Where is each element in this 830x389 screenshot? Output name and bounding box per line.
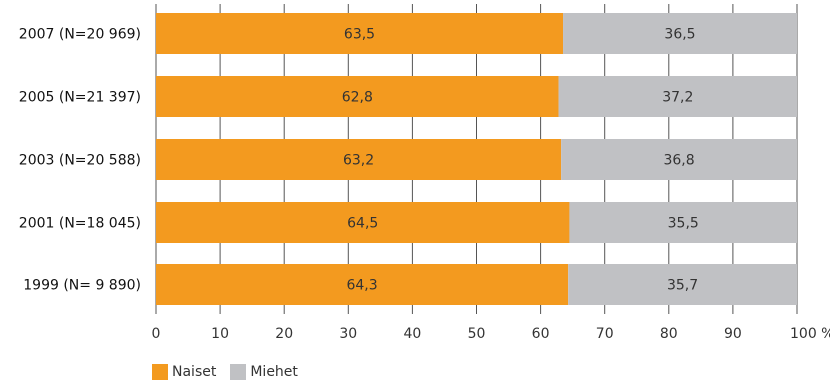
- bar-segment-miehet: [563, 13, 797, 54]
- data-label-naiset: 62,8: [342, 90, 373, 106]
- bar-segment-miehet: [561, 139, 797, 180]
- legend-item-miehet: Miehet: [230, 364, 298, 380]
- bar-segment-naiset: [156, 139, 562, 180]
- x-tick-label: 90: [724, 326, 742, 342]
- bar-segment-naiset: [156, 76, 559, 117]
- data-label-miehet: 37,2: [662, 90, 693, 106]
- x-tick-label: 10: [211, 326, 229, 342]
- x-tick-label: 50: [468, 326, 486, 342]
- category-label: 2007 (N=20 969): [19, 27, 141, 43]
- data-label-miehet: 35,7: [667, 278, 698, 294]
- data-label-naiset: 64,5: [347, 216, 378, 232]
- x-tick-label: 0: [152, 326, 161, 342]
- bar-segment-naiset: [156, 264, 569, 305]
- category-label: 2001 (N=18 045): [19, 216, 141, 232]
- x-tick-label: 30: [339, 326, 357, 342]
- bar-segment-miehet: [569, 202, 797, 243]
- category-label: 1999 (N= 9 890): [23, 278, 141, 294]
- data-label-miehet: 35,5: [668, 216, 699, 232]
- data-label-naiset: 64,3: [346, 278, 377, 294]
- bar-segment-naiset: [156, 13, 564, 54]
- legend-label-miehet: Miehet: [250, 364, 298, 380]
- legend-label-naiset: Naiset: [172, 364, 217, 380]
- legend-item-naiset: Naiset: [152, 364, 216, 380]
- data-label-naiset: 63,2: [343, 153, 374, 169]
- category-label: 2003 (N=20 588): [19, 153, 141, 169]
- category-label: 2005 (N=21 397): [19, 90, 141, 106]
- data-label-miehet: 36,5: [664, 27, 695, 43]
- x-tick-label: 20: [275, 326, 293, 342]
- bar-segment-miehet: [558, 76, 797, 117]
- x-tick-label: 100 %: [790, 326, 830, 342]
- data-label-naiset: 63,5: [344, 27, 375, 43]
- legend-swatch-miehet: [230, 364, 247, 380]
- x-tick-label: 60: [532, 326, 550, 342]
- x-tick-label: 80: [660, 326, 678, 342]
- legend-swatch-naiset: [152, 364, 168, 380]
- bar-segment-naiset: [156, 202, 570, 243]
- data-label-miehet: 36,8: [663, 153, 694, 169]
- x-tick-label: 70: [596, 326, 614, 342]
- chart-legend: Naiset Miehet: [152, 364, 312, 380]
- bar-segment-miehet: [568, 264, 797, 305]
- x-tick-label: 40: [403, 326, 421, 342]
